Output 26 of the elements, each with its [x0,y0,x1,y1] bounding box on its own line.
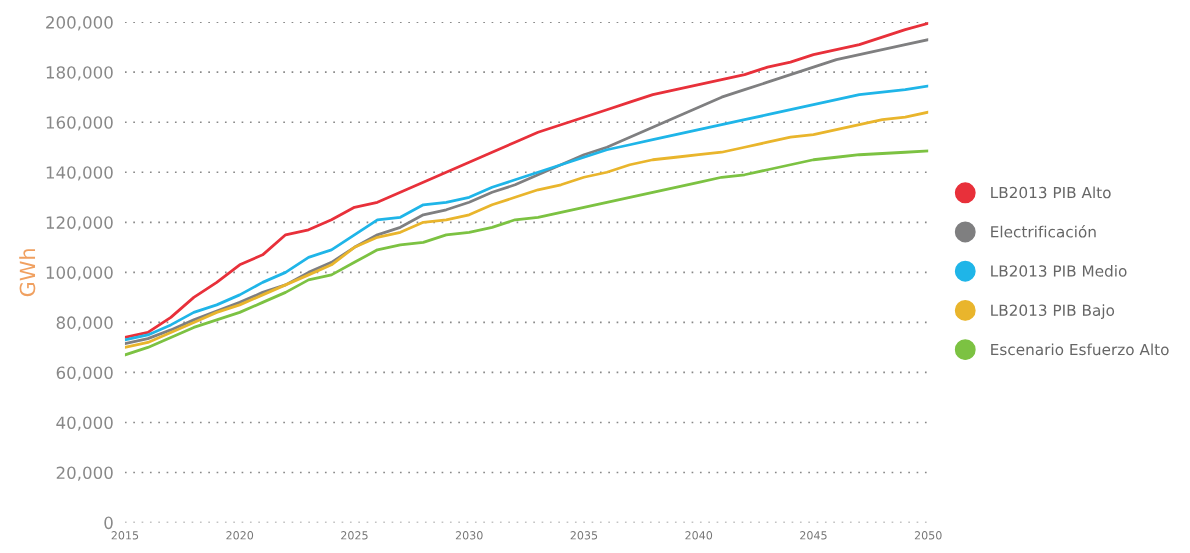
line-series [124,149,929,357]
x-tick-label: 2050 [914,531,942,540]
y-tick-label: 180,000 [46,66,113,81]
x-tick-label: 2035 [570,531,598,540]
y-tick-label: 140,000 [46,166,113,181]
x-tick-label: 2040 [685,531,713,540]
legend-label: Escenario Esfuerzo Alto [991,343,1169,356]
y-tick-label: 200,000 [46,16,113,31]
y-tick-label: 0 [104,516,113,530]
y-tick-label: 80,000 [56,316,113,331]
x-tick-label: 2030 [455,531,483,540]
x-tick-label: 2025 [341,531,368,540]
legend-label: LB2013 PIB Medio [991,264,1127,277]
y-tick-label: 160,000 [46,116,113,131]
x-tick-label: 2015 [111,531,139,540]
legend-label: LB2013 PIB Bajo [991,304,1115,319]
legend-label: LB2013 PIB Alto [991,186,1111,199]
x-tick-label: 2020 [226,531,254,540]
x-tick-label: 2045 [800,531,827,540]
y-tick-label: 60,000 [56,366,113,381]
y-tick-label: 20,000 [56,466,113,481]
y-tick-label: 40,000 [56,416,113,431]
y-axis-title: GWh [19,249,36,297]
y-tick-label: 100,000 [46,266,113,281]
y-tick-label: 120,000 [46,216,113,231]
legend-label: Electrificación [991,225,1096,238]
